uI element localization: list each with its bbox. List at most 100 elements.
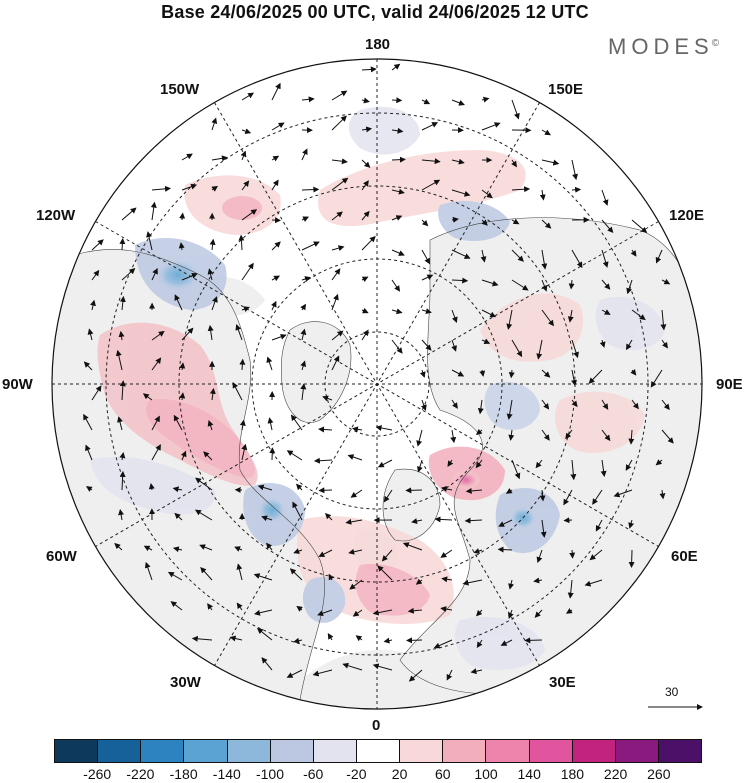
wind-vector [655,459,663,466]
colorbar-tick-label: -60 [303,766,324,782]
wind-vector [293,548,303,554]
wind-vector [446,669,453,681]
wind-vector [241,306,250,312]
wind-vector [271,179,279,191]
wind-vector [571,339,579,359]
wind-vector [266,542,273,551]
wind-vector [475,428,483,436]
wind-vector [256,627,273,641]
colorbar-tick-label: 180 [560,766,585,782]
wind-vector [257,484,273,491]
wind-vector [451,339,457,352]
map-border [51,58,703,710]
wind-vector [150,201,157,221]
wind-vector [599,339,606,348]
wind-vector [349,579,363,590]
wind-vector [377,565,393,581]
wind-vector [511,218,520,225]
wind-vector [475,459,483,469]
wind-vector [241,443,248,461]
wind-vector [331,177,349,191]
wind-vector [511,279,529,291]
wind-vector [524,637,543,644]
wind-vector [536,339,543,360]
wind-vector [391,249,405,256]
wind-vector [462,579,483,586]
wind-vector [447,459,454,467]
wind-vector [254,609,273,616]
wind-vector [119,238,126,251]
wind-vector [322,395,333,402]
wind-vector [391,339,403,354]
wind-vector [301,148,308,161]
wind-vector [391,188,405,195]
wind-vector [331,330,344,341]
wind-vector [271,122,285,131]
wind-vector [655,249,663,264]
wind-vector [181,272,198,281]
wind-vector [631,309,646,321]
wind-vector [541,429,550,441]
wind-vector [477,399,484,415]
wind-vector [417,459,423,473]
wind-vector [465,487,483,494]
colorbar-tick-label: 220 [603,766,628,782]
wind-vector [571,369,577,387]
wind-vector [331,211,343,221]
colorbar-segment [572,740,616,762]
wind-vector [211,185,219,192]
wind-vector [118,330,125,341]
wind-vector [481,279,499,287]
wind-vector [361,210,370,221]
wind-vector [195,477,213,491]
wind-vector [115,349,123,371]
wind-vector [631,399,639,410]
wind-vector [464,517,483,524]
map-content [52,59,702,709]
wind-vector [601,219,614,234]
colorbar-segment [400,740,444,762]
wind-vector [240,150,247,161]
wind-vector [85,486,93,492]
wind-vector [271,300,277,311]
wind-vector [293,637,303,644]
wind-vector [421,122,439,131]
label-150e: 150E [548,81,584,98]
wind-vector [200,566,213,581]
wind-vector [181,183,198,191]
wind-vector [601,249,609,268]
wind-vector [391,97,403,104]
wind-vector [440,606,453,613]
wind-vector [318,487,333,494]
wind-vector [347,454,363,461]
wind-vector [119,380,126,401]
wind-vector [451,369,465,377]
wind-vector [508,369,515,379]
wind-vector [211,117,218,131]
wind-vector [411,518,423,524]
wind-vector [571,186,582,193]
wind-vector [661,399,670,411]
label-120w: 120W [36,207,76,224]
wind-vector [172,546,183,553]
colorbar-tick-label: 260 [647,766,671,782]
colorbar-segment [443,740,487,762]
wind-vector [565,429,573,440]
wind-vector [318,426,333,433]
wind-vector [87,328,94,341]
wind-vector [328,573,335,581]
wind-vector [567,579,574,599]
wind-vector [421,274,434,281]
wind-vector [361,329,369,341]
wind-vector [628,429,635,445]
wind-vector [480,249,487,263]
wind-vector [541,309,554,327]
wind-vector [406,637,423,644]
brand-mark: © [711,37,720,49]
colorbar-tick-label: -20 [346,766,367,782]
wind-vector [361,126,373,133]
wind-vector [592,489,603,505]
wind-vector [119,470,126,491]
wind-vector [296,483,303,491]
wind-vector [508,429,515,441]
